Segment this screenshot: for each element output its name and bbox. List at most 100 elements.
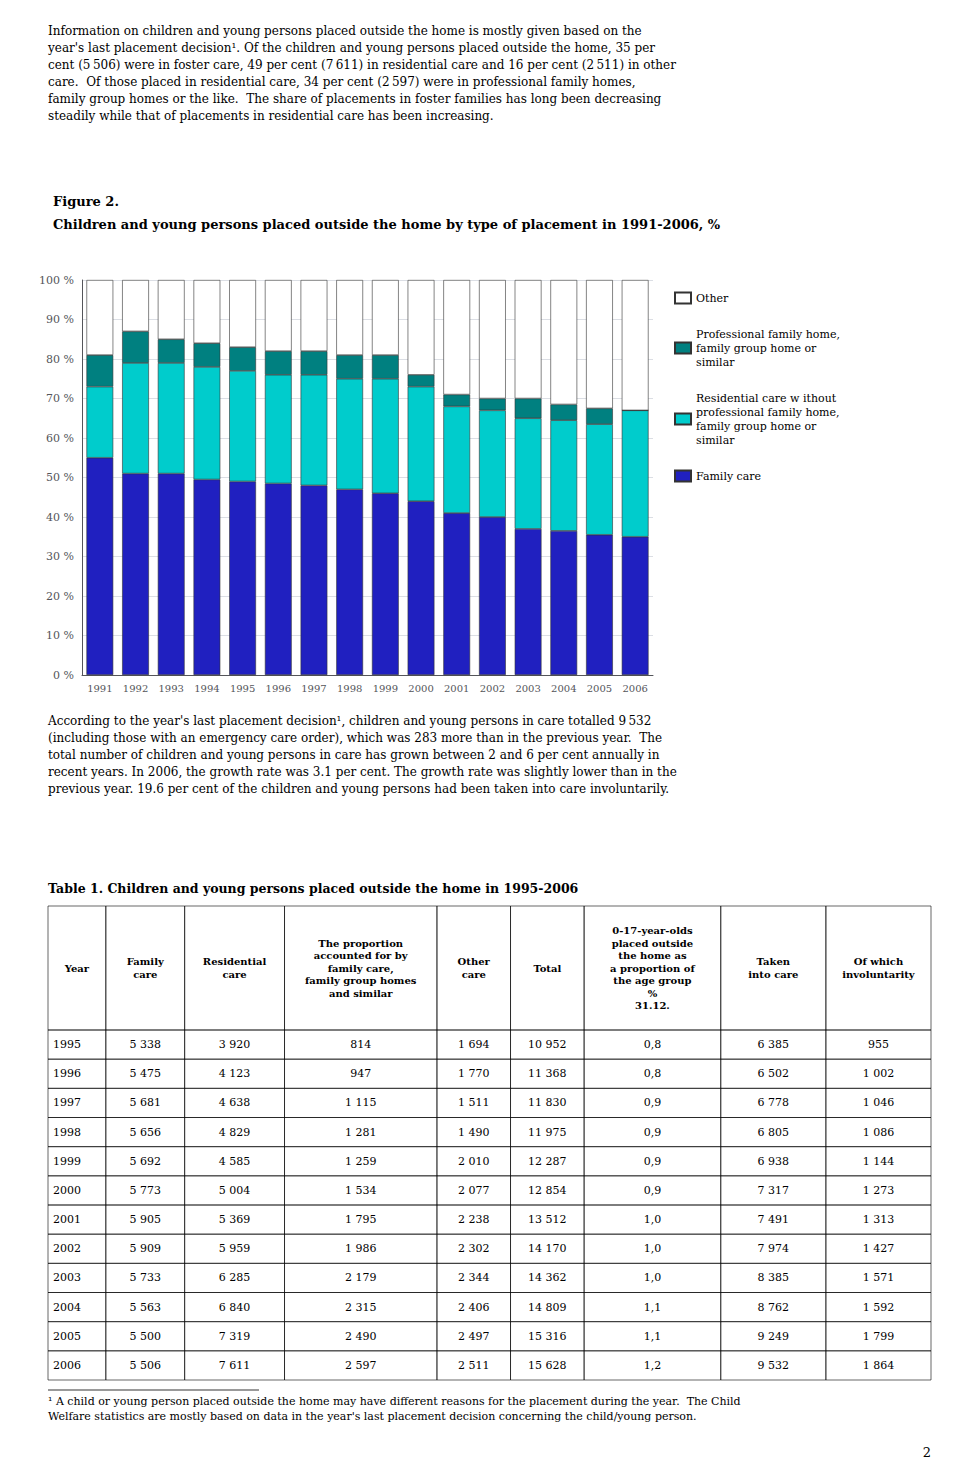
svg-text:1995: 1995 xyxy=(230,683,255,694)
svg-text:accounted for by: accounted for by xyxy=(314,950,409,961)
svg-text:6 285: 6 285 xyxy=(219,1271,251,1284)
svg-text:60 %: 60 % xyxy=(46,432,74,445)
svg-text:cent (5 506) were in foster ca: cent (5 506) were in foster care, 49 per… xyxy=(48,58,676,72)
svg-text:Figure 2.: Figure 2. xyxy=(53,194,119,209)
svg-text:1 046: 1 046 xyxy=(863,1096,895,1109)
svg-text:0,9: 0,9 xyxy=(644,1126,662,1139)
svg-text:5 004: 5 004 xyxy=(219,1184,251,1197)
svg-text:5 959: 5 959 xyxy=(219,1242,251,1255)
svg-text:1991: 1991 xyxy=(87,683,112,694)
svg-text:4 123: 4 123 xyxy=(219,1067,251,1080)
svg-text:2 315: 2 315 xyxy=(345,1301,377,1314)
svg-text:Welfare statistics are mostly: Welfare statistics are mostly based on d… xyxy=(48,1410,697,1423)
svg-text:6 938: 6 938 xyxy=(758,1155,790,1168)
svg-text:1998: 1998 xyxy=(337,683,362,694)
svg-text:1 986: 1 986 xyxy=(345,1242,377,1255)
svg-text:Residential care w ithout: Residential care w ithout xyxy=(696,392,837,405)
svg-text:the age group: the age group xyxy=(613,975,691,986)
svg-text:8 385: 8 385 xyxy=(758,1271,790,1284)
svg-text:2000: 2000 xyxy=(408,683,433,694)
svg-text:5 656: 5 656 xyxy=(129,1126,161,1139)
svg-text:5 681: 5 681 xyxy=(129,1096,161,1109)
svg-text:into care: into care xyxy=(748,969,798,980)
svg-text:7 319: 7 319 xyxy=(219,1330,251,1343)
svg-text:4 638: 4 638 xyxy=(219,1096,251,1109)
svg-text:2 511: 2 511 xyxy=(458,1359,490,1372)
svg-text:family care,: family care, xyxy=(328,963,394,975)
svg-text:100 %: 100 % xyxy=(39,274,74,287)
svg-text:1 281: 1 281 xyxy=(345,1126,377,1139)
svg-text:Professional family home,: Professional family home, xyxy=(696,328,840,341)
svg-text:2 497: 2 497 xyxy=(458,1330,490,1343)
svg-text:1 259: 1 259 xyxy=(345,1155,377,1168)
svg-text:2006: 2006 xyxy=(53,1359,81,1372)
svg-text:11 368: 11 368 xyxy=(528,1067,567,1080)
svg-text:2002: 2002 xyxy=(53,1242,81,1255)
svg-text:12 854: 12 854 xyxy=(528,1184,567,1197)
svg-text:7 611: 7 611 xyxy=(219,1359,251,1372)
svg-text:care: care xyxy=(462,969,486,980)
svg-text:According to the year's last p: According to the year's last placement d… xyxy=(47,714,651,728)
svg-text:care: care xyxy=(222,969,246,980)
svg-text:Of which: Of which xyxy=(854,956,904,967)
svg-text:recent years. In 2006, the gro: recent years. In 2006, the growth rate w… xyxy=(48,765,677,779)
svg-text:2: 2 xyxy=(923,1445,931,1460)
svg-text:1 799: 1 799 xyxy=(863,1330,895,1343)
svg-text:1992: 1992 xyxy=(123,683,148,694)
svg-text:7 491: 7 491 xyxy=(758,1213,790,1226)
svg-text:1,0: 1,0 xyxy=(644,1271,662,1284)
svg-text:14 362: 14 362 xyxy=(528,1271,567,1284)
svg-text:2001: 2001 xyxy=(444,683,469,694)
svg-text:2005: 2005 xyxy=(587,683,612,694)
svg-text:Children and young persons pla: Children and young persons placed outsid… xyxy=(53,217,721,232)
svg-text:1 534: 1 534 xyxy=(345,1184,377,1197)
svg-text:1,1: 1,1 xyxy=(644,1330,662,1343)
svg-text:Other: Other xyxy=(458,956,491,967)
svg-text:14 170: 14 170 xyxy=(528,1242,567,1255)
svg-text:2 238: 2 238 xyxy=(458,1213,490,1226)
svg-text:8 762: 8 762 xyxy=(758,1301,790,1314)
svg-text:70 %: 70 % xyxy=(46,392,74,405)
svg-text:1 694: 1 694 xyxy=(458,1038,490,1051)
svg-text:1 002: 1 002 xyxy=(863,1067,895,1080)
svg-text:similar: similar xyxy=(696,434,735,447)
svg-text:1 144: 1 144 xyxy=(863,1155,895,1168)
svg-text:Family: Family xyxy=(127,956,165,967)
svg-text:5 733: 5 733 xyxy=(129,1271,161,1284)
svg-text:50 %: 50 % xyxy=(46,471,74,484)
svg-text:12 287: 12 287 xyxy=(528,1155,567,1168)
svg-text:1999: 1999 xyxy=(53,1155,81,1168)
svg-text:11 975: 11 975 xyxy=(528,1126,567,1139)
svg-text:0,8: 0,8 xyxy=(644,1038,662,1051)
svg-text:2 179: 2 179 xyxy=(345,1271,377,1284)
svg-text:2005: 2005 xyxy=(53,1330,81,1343)
svg-text:1 273: 1 273 xyxy=(863,1184,895,1197)
svg-text:4 585: 4 585 xyxy=(219,1155,251,1168)
svg-text:10 952: 10 952 xyxy=(528,1038,567,1051)
svg-text:involuntarity: involuntarity xyxy=(842,969,916,980)
svg-text:Taken: Taken xyxy=(757,956,791,967)
svg-text:90 %: 90 % xyxy=(46,313,74,326)
svg-text:Year: Year xyxy=(64,963,90,974)
svg-text:the home as: the home as xyxy=(618,950,687,961)
svg-text:1,0: 1,0 xyxy=(644,1242,662,1255)
svg-text:1,2: 1,2 xyxy=(644,1359,662,1372)
svg-text:2004: 2004 xyxy=(53,1301,81,1314)
svg-text:2 597: 2 597 xyxy=(345,1359,377,1372)
svg-text:steadily while that of placeme: steadily while that of placements in res… xyxy=(48,109,494,123)
svg-text:1,0: 1,0 xyxy=(644,1213,662,1226)
svg-text:2 344: 2 344 xyxy=(458,1271,490,1284)
svg-text:5 773: 5 773 xyxy=(129,1184,161,1197)
svg-text:1993: 1993 xyxy=(158,683,183,694)
svg-text:The proportion: The proportion xyxy=(318,938,404,949)
svg-text:6 805: 6 805 xyxy=(758,1126,790,1139)
svg-text:4 829: 4 829 xyxy=(219,1126,251,1139)
svg-text:10 %: 10 % xyxy=(46,629,74,642)
svg-text:¹ A child or young person plac: ¹ A child or young person placed outside… xyxy=(48,1395,741,1408)
svg-text:0,8: 0,8 xyxy=(644,1067,662,1080)
svg-text:2004: 2004 xyxy=(551,683,576,694)
svg-text:Information on children and yo: Information on children and young person… xyxy=(48,24,642,38)
svg-text:1996: 1996 xyxy=(53,1067,81,1080)
svg-text:total number of children and y: total number of children and young perso… xyxy=(48,748,660,762)
svg-text:1 795: 1 795 xyxy=(345,1213,377,1226)
